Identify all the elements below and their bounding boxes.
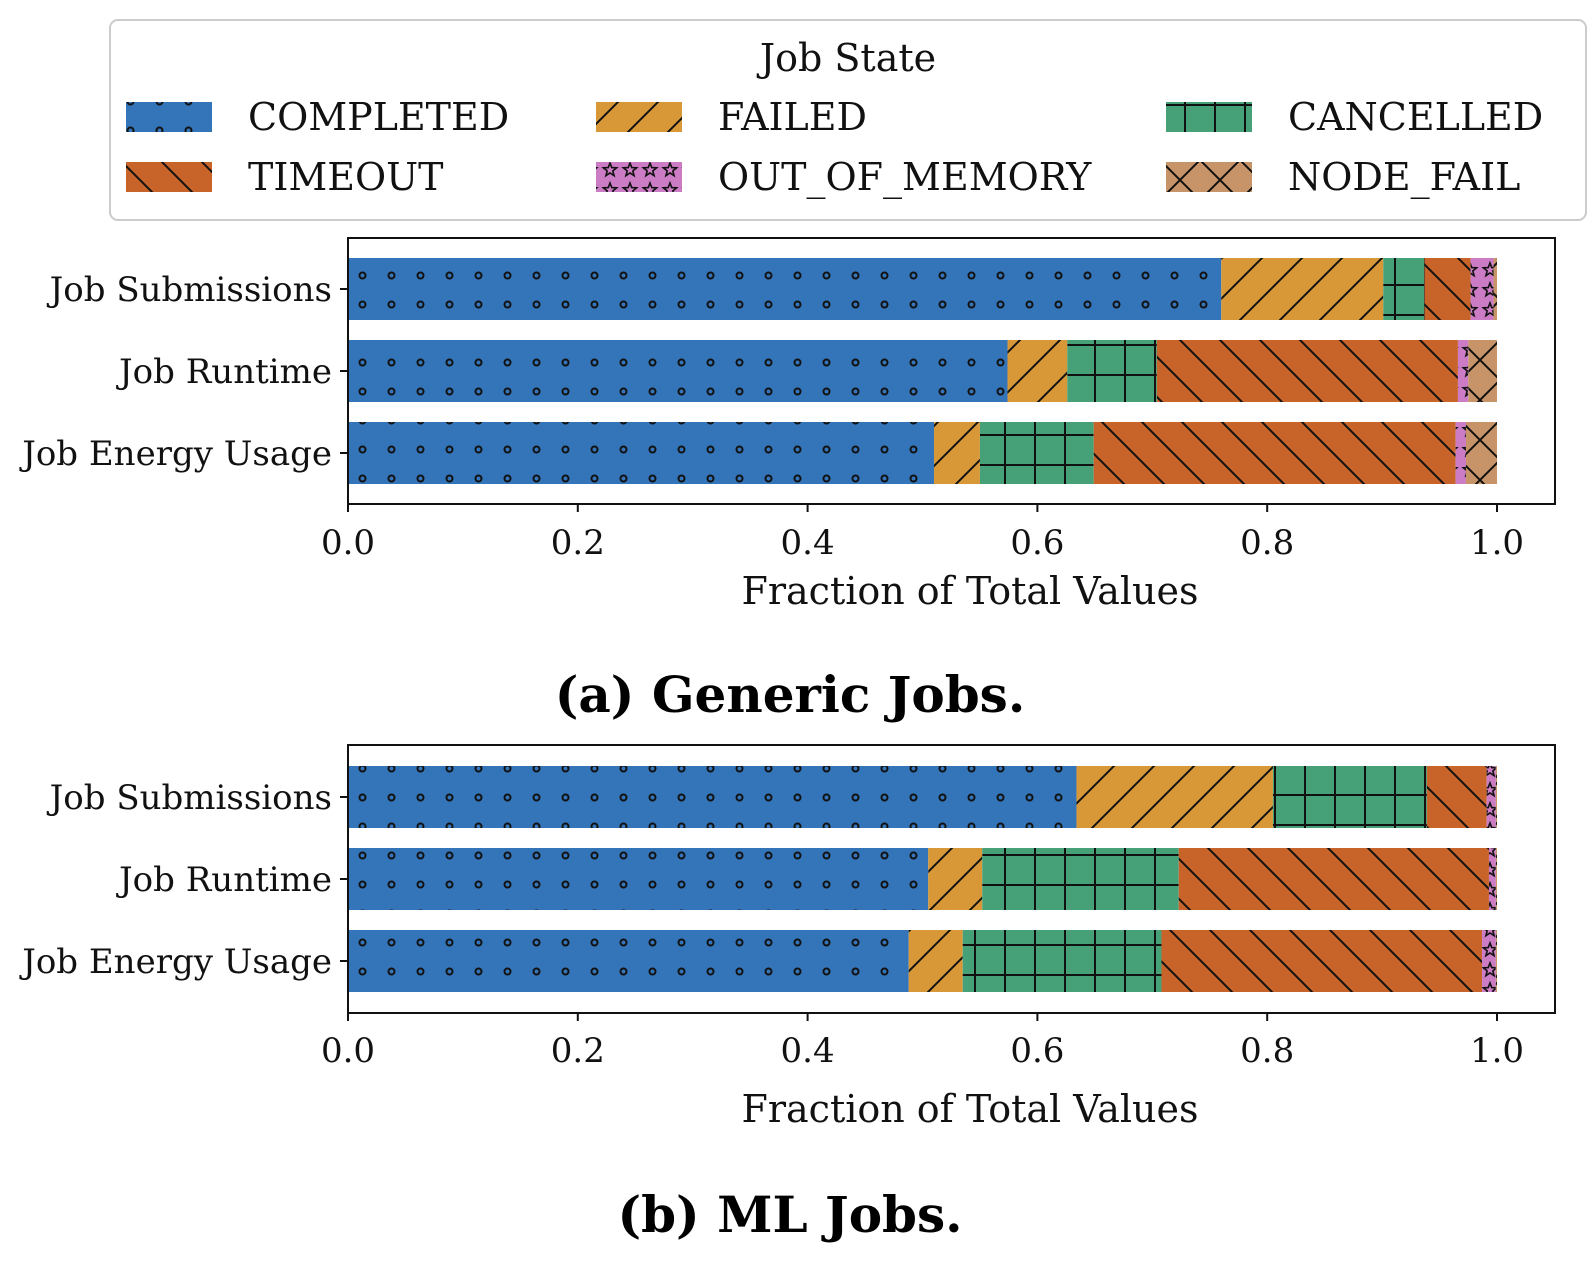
x-tick-label: 0.0 [321,1031,375,1071]
bar-job-energy-usage-node-fail [1465,422,1497,484]
x-tick-label: 0.2 [551,523,605,563]
bar-job-submissions-node-fail [1493,258,1497,320]
x-tick-label: 0.6 [1010,1031,1064,1071]
bar-job-submissions-completed [348,766,1077,828]
y-tick-label-job-energy-usage: Job Energy Usage [19,434,332,474]
y-tick-label-job-runtime: Job Runtime [116,352,332,392]
bar-job-runtime-completed [348,848,929,910]
bar-job-energy-usage-failed [933,422,980,484]
bar-job-runtime-node-fail [1468,340,1497,402]
x-axis-label: Fraction of Total Values [741,569,1198,613]
panel-generic-jobs: (a) Generic Jobs. Fraction of Total Valu… [19,237,1556,724]
bar-job-runtime-failed [1007,340,1068,402]
legend-swatch-cancelled [1166,102,1252,132]
bar-job-energy-usage-cancelled [962,930,1162,992]
y-tick-label-job-submissions: Job Submissions [47,270,332,310]
bar-job-energy-usage-completed [348,422,934,484]
legend-swatch-completed [126,102,212,132]
bar-job-submissions-failed [1221,258,1384,320]
bar-job-submissions-timeout [1424,258,1471,320]
bar-job-submissions-cancelled [1272,766,1427,828]
bar-job-energy-usage-out-of-memory [1455,422,1466,484]
legend-swatch-out-of-memory [596,162,682,192]
bar-job-energy-usage-timeout [1161,930,1483,992]
legend: Job State COMPLETED FAILED CANCELLED TIMEOU… [109,19,1587,221]
x-tick-label: 0.8 [1240,523,1294,563]
y-tick-label-job-submissions: Job Submissions [47,778,332,818]
x-tick-label: 0.0 [321,523,375,563]
bar-job-submissions-out-of-memory [1470,258,1494,320]
x-tick-label: 0.8 [1240,1031,1294,1071]
legend-swatch-node-fail [1166,162,1252,192]
bar-job-runtime-out-of-memory [1457,340,1469,402]
bar-job-energy-usage-failed [908,930,963,992]
bar-job-submissions-node-fail [1495,766,1497,828]
panel-ml-jobs: (b) ML Jobs. Fraction of Total Values Jo… [19,744,1556,1244]
legend-label-completed: COMPLETED [248,95,509,139]
axes-frame [347,744,1556,1014]
legend-label-cancelled: CANCELLED [1288,95,1543,139]
bar-job-energy-usage-completed [348,930,909,992]
caption-generic-jobs: (a) Generic Jobs. [555,665,1026,724]
legend-label-out-of-memory: OUT_OF_MEMORY [718,155,1092,200]
x-tick-label: 0.2 [551,1031,605,1071]
bar-job-submissions-failed [1076,766,1273,828]
y-tick-label-job-runtime: Job Runtime [116,860,332,900]
bar-job-runtime-node-fail [1495,848,1497,910]
bar-job-runtime-timeout [1156,340,1458,402]
bar-job-runtime-completed [348,340,1008,402]
bar-job-submissions-timeout [1426,766,1487,828]
legend-label-failed: FAILED [718,95,867,139]
bar-job-submissions-out-of-memory [1486,766,1496,828]
bar-job-submissions-cancelled [1383,258,1425,320]
bar-job-runtime-timeout [1178,848,1489,910]
bar-job-runtime-cancelled [1067,340,1157,402]
x-tick-label: 0.4 [781,1031,835,1071]
bar-job-energy-usage-cancelled [979,422,1094,484]
legend-label-timeout: TIMEOUT [248,155,444,199]
x-tick-label: 0.4 [781,523,835,563]
caption-ml-jobs: (b) ML Jobs. [617,1185,962,1244]
legend-title: Job State [756,36,936,80]
axes-frame [347,237,1556,505]
bar-job-submissions-completed [348,258,1222,320]
bar-job-energy-usage-out-of-memory [1482,930,1496,992]
bar-job-runtime-failed [928,848,983,910]
x-axis-label: Fraction of Total Values [741,1087,1198,1131]
legend-swatch-failed [596,102,682,132]
bar-job-runtime-cancelled [982,848,1179,910]
legend-entries: COMPLETED FAILED CANCELLED TIMEOUT OUT_OF_ME… [126,95,1543,200]
legend-label-node-fail: NODE_FAIL [1288,155,1520,200]
y-tick-label-job-energy-usage: Job Energy Usage [19,942,332,982]
x-tick-label: 0.6 [1010,523,1064,563]
bar-job-runtime-out-of-memory [1488,848,1496,910]
x-tick-label: 1.0 [1470,1031,1524,1071]
x-tick-label: 1.0 [1470,523,1524,563]
bar-job-energy-usage-timeout [1093,422,1456,484]
bar-job-energy-usage-node-fail [1495,930,1497,992]
legend-swatch-timeout [126,162,212,192]
